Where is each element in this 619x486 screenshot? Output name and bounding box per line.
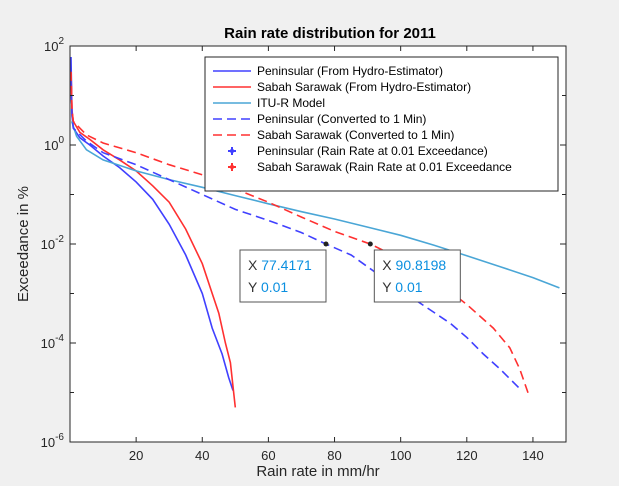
series-line-3 bbox=[70, 121, 560, 289]
legend-label-7: Sabah Sarawak (Rain Rate at 0.01 Exceeda… bbox=[257, 160, 512, 174]
y-tick-label: 102 bbox=[44, 36, 64, 54]
x-tick-label: 120 bbox=[456, 448, 478, 463]
legend-box bbox=[204, 56, 559, 192]
datatips-layer: X 77.4171 Y 0.01 X 90.8198 Y 0.01 bbox=[239, 241, 461, 303]
chart-title: Rain rate distribution for 2011 bbox=[224, 25, 436, 42]
datatip-box bbox=[239, 249, 327, 303]
series-line-4 bbox=[70, 80, 521, 390]
legend-label-4: Peninsular (Converted to 1 Min) bbox=[257, 112, 426, 126]
datatip-point bbox=[323, 241, 329, 247]
datatip-x-row: X 90.8198 bbox=[382, 257, 446, 273]
y-tick-label: 10-2 bbox=[41, 234, 65, 252]
datatip-y-row: Y 0.01 bbox=[248, 279, 288, 295]
legend-label-3: ITU-R Model bbox=[257, 96, 325, 110]
legend-marker-dot-7 bbox=[229, 164, 235, 170]
y-tick-label: 100 bbox=[44, 135, 64, 153]
x-axis-ticks: 20 40 60 80 100 120 140 bbox=[129, 46, 544, 463]
y-axis-label: Exceedance in % bbox=[15, 186, 32, 302]
series-line-5 bbox=[70, 71, 531, 398]
datatip-y-row: Y 0.01 bbox=[382, 279, 422, 295]
series-line-2 bbox=[70, 71, 237, 408]
datatip-point bbox=[367, 241, 373, 247]
legend-marker-dot-6 bbox=[229, 148, 235, 154]
datatip-x-row: X 77.4171 bbox=[248, 257, 312, 273]
x-tick-label: 40 bbox=[195, 448, 209, 463]
legend-label-6: Peninsular (Rain Rate at 0.01 Exceedance… bbox=[257, 144, 488, 158]
x-tick-label: 80 bbox=[327, 448, 341, 463]
series-line-1 bbox=[70, 56, 234, 391]
x-tick-label: 140 bbox=[522, 448, 544, 463]
y-axis-ticks: 10-6 10-4 10-2 100 102 bbox=[41, 36, 566, 450]
legend: Peninsular (From Hydro-Estimator) Sabah S… bbox=[204, 56, 559, 192]
x-tick-label: 20 bbox=[129, 448, 143, 463]
legend-label-1: Peninsular (From Hydro-Estimator) bbox=[257, 64, 443, 78]
x-tick-label: 100 bbox=[390, 448, 412, 463]
y-tick-label: 10-6 bbox=[41, 432, 65, 450]
x-tick-label: 60 bbox=[261, 448, 275, 463]
legend-label-2: Sabah Sarawak (From Hydro-Estimator) bbox=[257, 80, 471, 94]
y-tick-label: 10-4 bbox=[41, 333, 65, 351]
series-layer bbox=[70, 56, 560, 408]
legend-label-5: Sabah Sarawak (Converted to 1 Min) bbox=[257, 128, 454, 142]
datatip-box bbox=[373, 249, 461, 303]
x-axis-label: Rain rate in mm/hr bbox=[256, 463, 379, 480]
